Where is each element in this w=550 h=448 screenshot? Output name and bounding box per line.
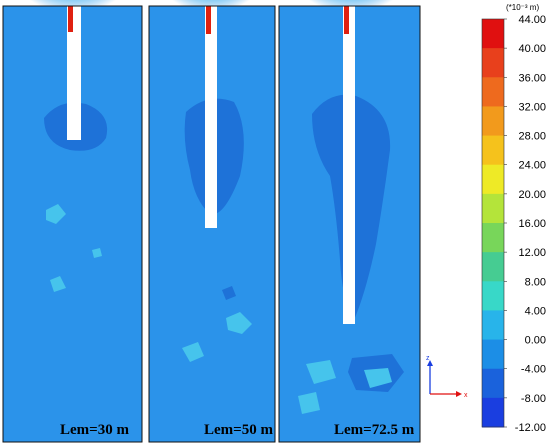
colorbar-swatch bbox=[482, 19, 504, 49]
contour-patch bbox=[226, 312, 252, 334]
colorbar-swatch bbox=[482, 397, 504, 428]
colorbar-tick-label: 0.00 bbox=[525, 335, 546, 347]
contour-patch bbox=[298, 392, 320, 414]
colorbar-swatch bbox=[482, 281, 504, 311]
colorbar-swatch bbox=[482, 106, 504, 137]
colorbar-tick-label: 28.00 bbox=[518, 131, 546, 143]
colorbar-tick-label: 32.00 bbox=[518, 101, 546, 113]
colorbar-tick-label: 16.00 bbox=[518, 218, 546, 230]
colorbar-tick-label: -4.00 bbox=[521, 364, 546, 376]
pile-head-hot bbox=[68, 6, 73, 32]
colorbar-swatch bbox=[482, 368, 504, 399]
colorbar-swatch bbox=[482, 252, 504, 282]
contour-patch bbox=[46, 204, 66, 224]
panel-lem-72-5 bbox=[278, 0, 421, 443]
contour-patch bbox=[306, 360, 336, 384]
panel-border bbox=[2, 5, 143, 443]
colorbar-swatch bbox=[482, 193, 504, 224]
panel-lem-50 bbox=[147, 0, 276, 443]
panel-border bbox=[278, 5, 421, 443]
pile-shaft bbox=[205, 6, 217, 228]
colorbar-tick-label: 4.00 bbox=[525, 305, 546, 317]
pile-head-hot bbox=[206, 6, 211, 34]
colorbar-swatch bbox=[482, 77, 504, 107]
colorbar: 44.00 40.00 36.00 32.00 28.00 24.00 20.00 16.00… bbox=[481, 14, 546, 434]
contour-patch bbox=[50, 276, 66, 292]
colorbar-swatch bbox=[482, 48, 504, 78]
contour-patch bbox=[182, 342, 204, 362]
triad-z-label: z bbox=[426, 355, 430, 362]
colorbar-tick-label: 20.00 bbox=[518, 189, 546, 201]
colorbar-unit: (*10⁻³ m) bbox=[506, 3, 539, 12]
colorbar-swatch bbox=[482, 135, 504, 166]
colorbar-swatch bbox=[482, 164, 504, 195]
contour-patch bbox=[222, 286, 236, 300]
pile-shaft bbox=[67, 6, 81, 140]
contour-patch bbox=[364, 368, 392, 388]
panel-label-lem-72-5: Lem=72.5 m bbox=[334, 422, 415, 438]
colorbar-swatch bbox=[482, 310, 504, 341]
colorbar-tick-label: 40.00 bbox=[518, 43, 546, 55]
panel-label-lem-50: Lem=50 m bbox=[204, 422, 273, 438]
pile-head-hot bbox=[344, 6, 349, 34]
contour-patch bbox=[92, 248, 102, 258]
panel-lem-30 bbox=[1, 0, 145, 443]
colorbar-tick-label: 36.00 bbox=[518, 72, 546, 84]
colorbar-tick-label: -8.00 bbox=[521, 393, 546, 405]
pile-shaft bbox=[343, 6, 355, 324]
colorbar-tick-label: 44.00 bbox=[518, 14, 546, 26]
panel-label-lem-30: Lem=30 m bbox=[60, 422, 129, 438]
axis-triad: z x bbox=[426, 355, 468, 399]
colorbar-swatch bbox=[482, 339, 504, 370]
panel-border bbox=[148, 5, 276, 443]
colorbar-tick-label: 8.00 bbox=[525, 276, 546, 288]
triad-x-label: x bbox=[464, 392, 468, 399]
colorbar-tick-label: 24.00 bbox=[518, 160, 546, 172]
colorbar-tick-label: -12.00 bbox=[515, 422, 546, 434]
colorbar-tick-label: 12.00 bbox=[518, 247, 546, 259]
colorbar-swatch bbox=[482, 223, 504, 253]
